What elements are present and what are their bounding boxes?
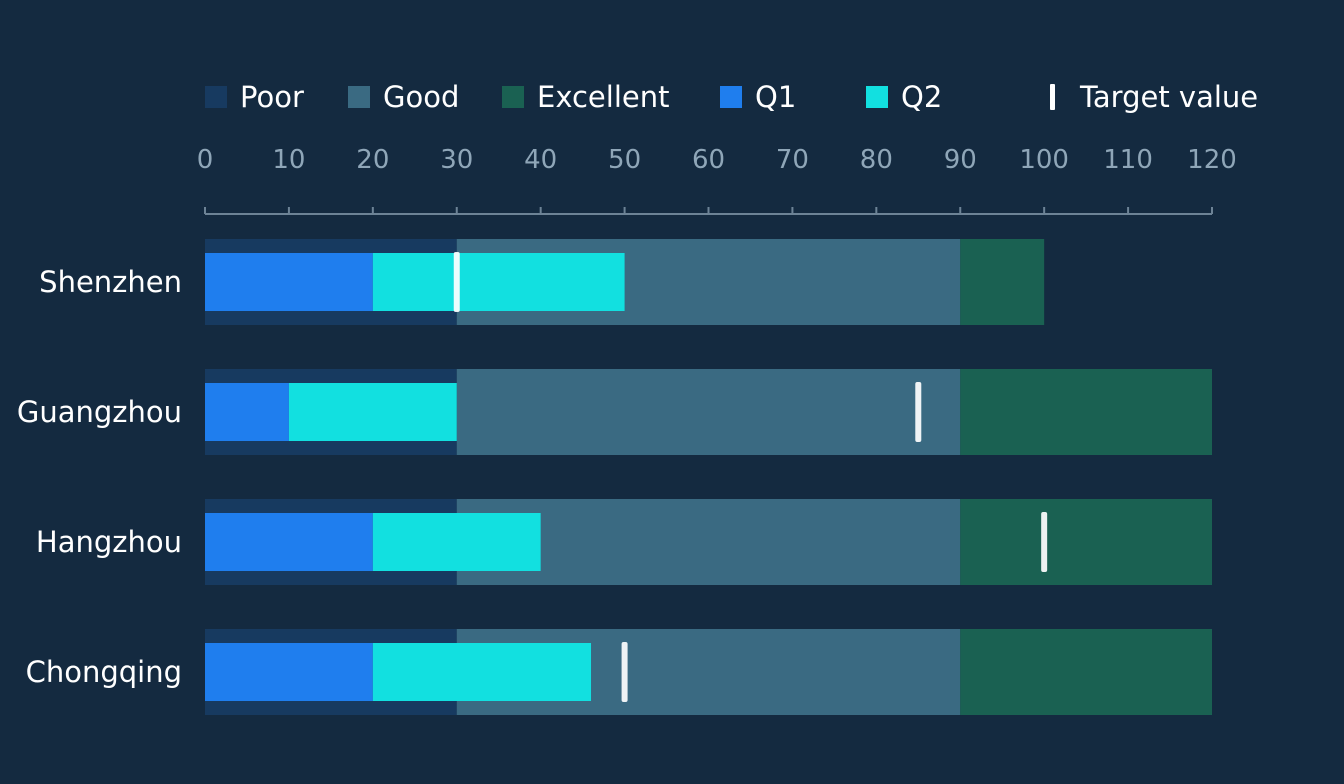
x-tick-label: 30 bbox=[440, 145, 473, 175]
bar-q2 bbox=[372, 643, 592, 701]
legend-swatch-target-value bbox=[1050, 84, 1055, 110]
x-tick-label: 90 bbox=[944, 145, 977, 175]
category-label: Shenzhen bbox=[39, 265, 182, 299]
target-marker bbox=[621, 642, 628, 702]
x-tick-label: 80 bbox=[860, 145, 893, 175]
legend-label-target-value: Target value bbox=[1079, 80, 1258, 114]
range-band-excellent bbox=[960, 499, 1212, 585]
legend-label-q1: Q1 bbox=[755, 80, 796, 114]
target-marker bbox=[453, 252, 460, 312]
category-label: Chongqing bbox=[26, 655, 182, 689]
target-marker bbox=[1041, 512, 1048, 572]
x-tick-label: 60 bbox=[692, 145, 725, 175]
x-tick-label: 20 bbox=[356, 145, 389, 175]
legend-swatch-q1 bbox=[720, 86, 742, 108]
x-tick-label: 120 bbox=[1187, 145, 1237, 175]
legend-swatch-excellent bbox=[502, 86, 524, 108]
legend-swatch-q2 bbox=[866, 86, 888, 108]
legend-label-good: Good bbox=[383, 80, 459, 114]
range-band-excellent bbox=[960, 369, 1212, 455]
bar-q2 bbox=[372, 253, 625, 311]
bar-q1 bbox=[205, 253, 373, 311]
x-tick-label: 10 bbox=[272, 145, 305, 175]
x-tick-label: 110 bbox=[1103, 145, 1153, 175]
bar-q2 bbox=[372, 513, 541, 571]
bar-q2 bbox=[288, 383, 457, 441]
x-tick-label: 70 bbox=[776, 145, 809, 175]
range-band-good bbox=[456, 369, 961, 455]
bar-q1 bbox=[205, 383, 289, 441]
x-tick-label: 50 bbox=[608, 145, 641, 175]
legend-swatch-poor bbox=[205, 86, 227, 108]
legend-label-q2: Q2 bbox=[901, 80, 942, 114]
range-band-excellent bbox=[960, 239, 1045, 325]
category-label: Hangzhou bbox=[36, 525, 182, 559]
legend-label-excellent: Excellent bbox=[537, 80, 669, 114]
x-tick-label: 40 bbox=[524, 145, 557, 175]
category-label: Guangzhou bbox=[17, 395, 182, 429]
legend-label-poor: Poor bbox=[240, 80, 304, 114]
bar-q1 bbox=[205, 513, 373, 571]
bar-q1 bbox=[205, 643, 373, 701]
target-marker bbox=[915, 382, 922, 442]
x-tick-label: 0 bbox=[197, 145, 214, 175]
range-band-excellent bbox=[960, 629, 1212, 715]
x-tick-label: 100 bbox=[1019, 145, 1069, 175]
legend-swatch-good bbox=[348, 86, 370, 108]
